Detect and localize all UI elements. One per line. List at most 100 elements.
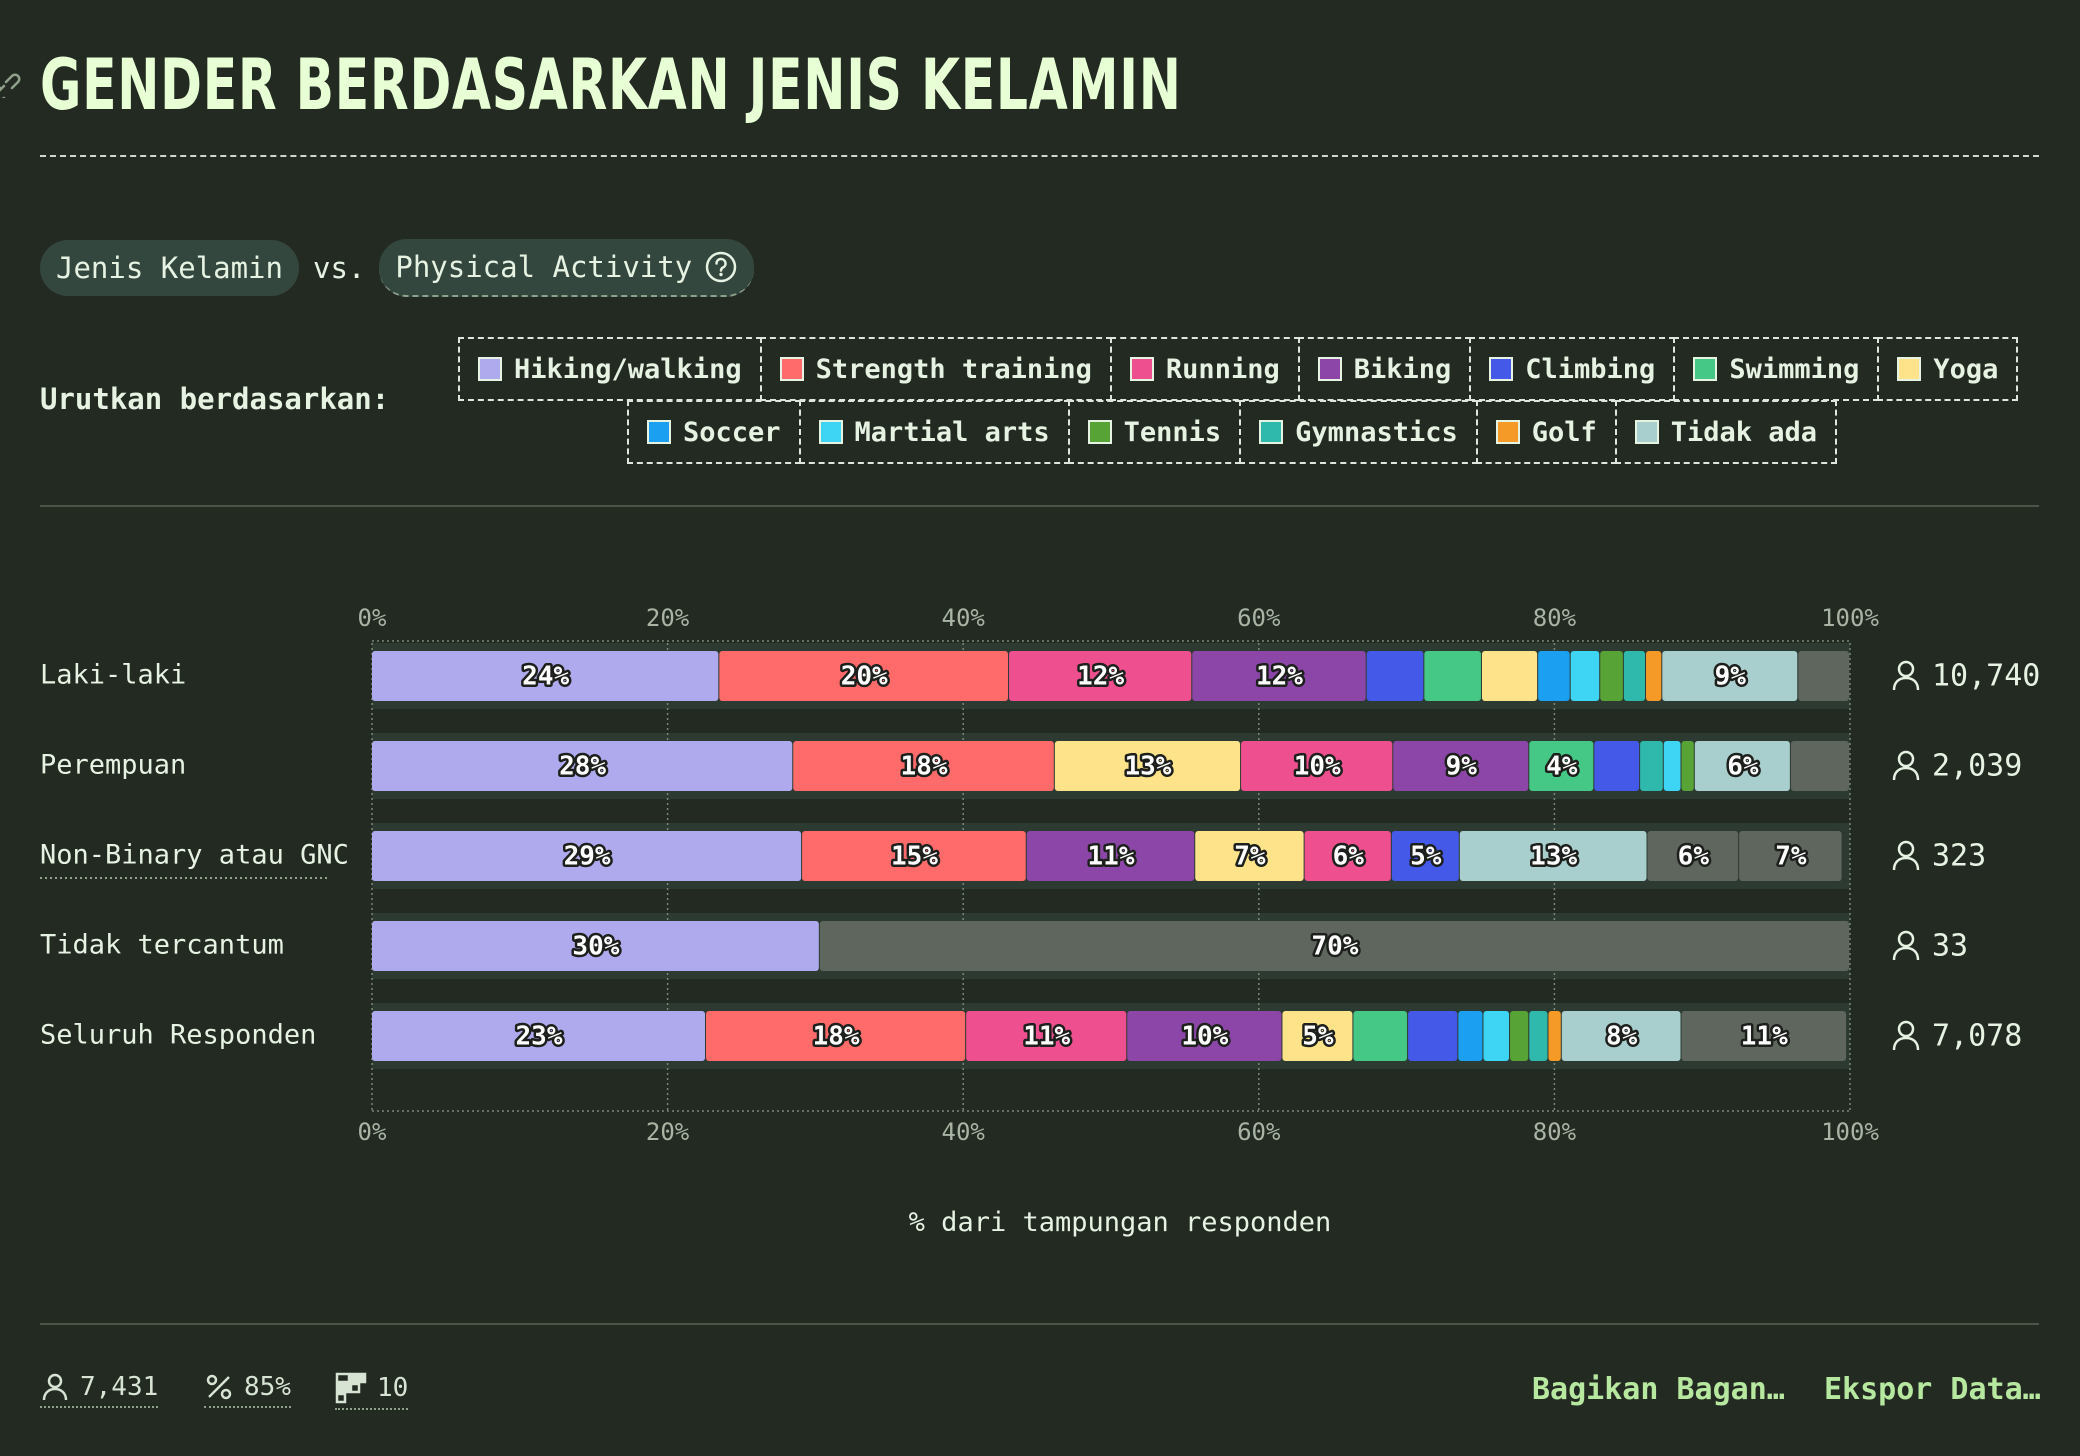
bar-segment — [1481, 651, 1538, 701]
x-tick-label-top: 60% — [1237, 604, 1281, 632]
legend-swatch — [1693, 357, 1718, 381]
data-label: 23% — [516, 1022, 563, 1052]
x-tick-label-top: 0% — [358, 604, 387, 632]
person-icon — [42, 1373, 68, 1401]
stacked-bar-chart: 0% 0% 20% 20% 40% 40% 60% 60% 80% 80% 100% 100% Laki… — [40, 604, 2040, 1146]
sort-option-strength-training[interactable]: Strength training — [759, 337, 1112, 401]
sort-option-running[interactable]: Running — [1109, 337, 1300, 401]
link-icon[interactable] — [0, 70, 22, 98]
sort-option-swimming[interactable]: Swimming — [1673, 337, 1880, 401]
sort-label: Urutkan berdasarkan: — [40, 382, 390, 416]
bar-segment — [1026, 831, 1195, 881]
bar-segment — [1458, 1011, 1483, 1061]
data-label: 6% — [1333, 842, 1365, 872]
dimension-pill-jenis-kelamin[interactable]: Jenis Kelamin — [40, 240, 299, 296]
title-divider — [40, 155, 2039, 157]
page-title: GENDER BERDASARKAN JENIS KELAMIN — [40, 44, 1182, 126]
data-label: 18% — [813, 1022, 860, 1052]
sort-option-tidak-ada[interactable]: Tidak ada — [1614, 400, 1838, 464]
respondent-count-stat[interactable]: 7,431 — [40, 1372, 159, 1408]
dimension-pill-physical-activity[interactable]: Physical Activity — [379, 239, 755, 297]
sort-options-row-2: Soccer Martial arts Tennis Gymnastics Golf Ti… — [627, 400, 1838, 464]
data-label: 8% — [1606, 1022, 1638, 1052]
bar-segment — [1127, 1011, 1282, 1061]
sort-option-soccer[interactable]: Soccer — [627, 400, 801, 464]
data-label: 28% — [559, 752, 606, 782]
legend-label: Martial arts — [854, 416, 1050, 448]
percent-stat[interactable]: 85% — [204, 1372, 291, 1408]
category-label: Tidak tercantum — [40, 930, 284, 961]
sort-option-martial-arts[interactable]: Martial arts — [798, 400, 1070, 464]
bar-segment — [1054, 741, 1241, 791]
person-icon — [1892, 1020, 1920, 1051]
x-tick-label-bottom: 20% — [646, 1118, 690, 1146]
legend-label: Tidak ada — [1670, 416, 1818, 448]
legend-swatch — [1317, 357, 1342, 381]
bar-segment — [1353, 1011, 1408, 1061]
bar-segment — [1561, 1011, 1681, 1061]
bar-segment — [819, 921, 1849, 971]
percent-value: 85% — [244, 1372, 291, 1402]
help-icon[interactable] — [704, 250, 738, 284]
legend-label: Climbing — [1525, 353, 1656, 385]
sort-option-climbing[interactable]: Climbing — [1469, 337, 1676, 401]
data-label: 5% — [1302, 1022, 1334, 1052]
bar-segment — [1424, 651, 1481, 701]
legend-label: Tennis — [1123, 416, 1222, 448]
respondent-count: 7,078 — [1932, 1019, 2022, 1054]
share-chart-link[interactable]: Bagikan Bagan… — [1532, 1372, 1785, 1407]
bar-segment — [1304, 831, 1391, 881]
legend-label: Running — [1165, 353, 1280, 385]
person-icon — [1892, 930, 1920, 961]
bar-segment — [1623, 651, 1646, 701]
legend-label: Hiking/walking — [514, 353, 742, 385]
data-label: 11% — [1741, 1022, 1788, 1052]
sort-option-biking[interactable]: Biking — [1297, 337, 1472, 401]
data-label: 7% — [1775, 842, 1807, 872]
bar-segment — [1548, 1011, 1561, 1061]
question-count-stat[interactable]: 10 — [335, 1372, 409, 1410]
legend-swatch — [1129, 357, 1154, 381]
data-label: 6% — [1727, 752, 1759, 782]
sort-option-hiking-walking[interactable]: Hiking/walking — [458, 337, 762, 401]
x-axis-title: % dari tampungan responden — [908, 1207, 1332, 1238]
dimension-right-label: Physical Activity — [395, 250, 693, 284]
question-count-value: 10 — [377, 1373, 409, 1403]
bar-segment — [1510, 1011, 1529, 1061]
data-label: 30% — [572, 932, 619, 962]
legend-swatch — [818, 420, 843, 444]
category-label: Laki-laki — [40, 660, 186, 691]
data-label: 29% — [564, 842, 611, 872]
export-data-link[interactable]: Ekspor Data… — [1824, 1372, 2041, 1407]
respondent-count: 323 — [1932, 839, 1986, 874]
bar-segment — [1393, 741, 1529, 791]
bar-segment — [1600, 651, 1623, 701]
sort-option-yoga[interactable]: Yoga — [1877, 337, 2019, 401]
bar-segment — [1798, 651, 1849, 701]
bar-segment — [1647, 831, 1739, 881]
respondent-count: 2,039 — [1932, 749, 2022, 784]
legend-swatch — [1634, 420, 1659, 444]
data-label: 12% — [1256, 662, 1303, 692]
bar-segment — [1009, 651, 1192, 701]
data-label: 7% — [1234, 842, 1266, 872]
bar-segment — [1739, 831, 1842, 881]
sort-option-golf[interactable]: Golf — [1475, 400, 1617, 464]
bar-segment — [1391, 831, 1459, 881]
data-label: 12% — [1077, 662, 1124, 692]
bar-segment — [1694, 741, 1790, 791]
bar-segment — [1192, 651, 1366, 701]
person-icon — [1892, 750, 1920, 781]
sort-options-row-1: Hiking/walking Strength training Running Bi… — [458, 337, 2019, 401]
bar-segment — [706, 1011, 966, 1061]
category-label: Seluruh Responden — [40, 1020, 316, 1051]
category-label: Perempuan — [40, 750, 186, 781]
category-label: Non-Binary atau GNC — [40, 840, 349, 871]
section-divider — [40, 505, 2039, 507]
data-label: 13% — [1530, 842, 1577, 872]
sort-option-gymnastics[interactable]: Gymnastics — [1239, 400, 1478, 464]
legend-label: Swimming — [1729, 353, 1860, 385]
respondent-count: 10,740 — [1932, 659, 2040, 694]
sort-option-tennis[interactable]: Tennis — [1067, 400, 1242, 464]
legend-label: Biking — [1353, 353, 1452, 385]
